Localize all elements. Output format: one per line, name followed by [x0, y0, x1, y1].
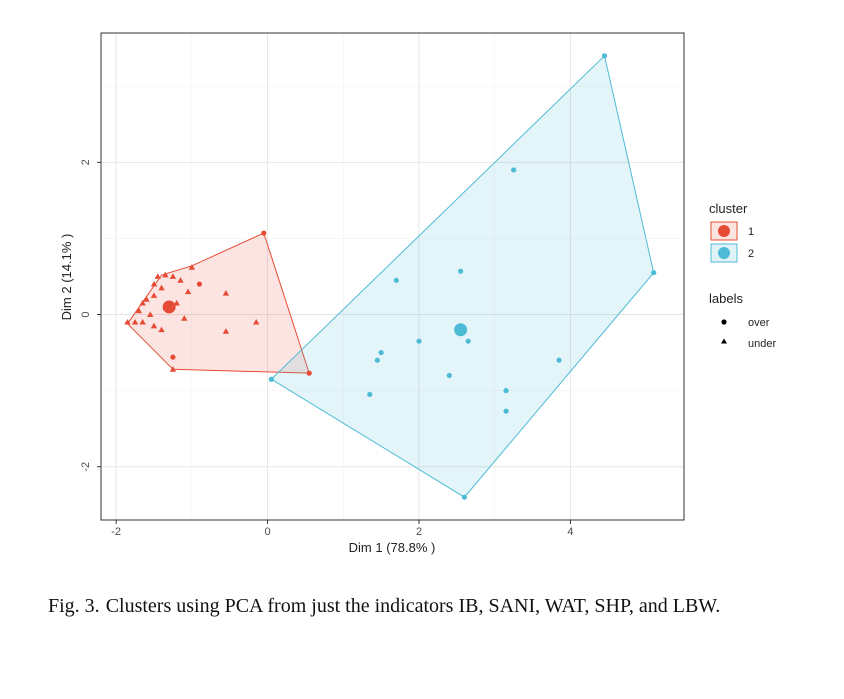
point-cluster-2-over [378, 349, 384, 356]
point-cluster-1-over [196, 281, 203, 287]
centroid-cluster-1 [162, 300, 176, 314]
y-tick-label: -2 [80, 462, 92, 472]
legend-cluster-1: 1 [710, 221, 754, 241]
point-cluster-1-under [222, 328, 230, 334]
legend-label-cluster-2: 2 [748, 248, 754, 260]
plot-border [100, 32, 685, 521]
caption-text: Clusters using PCA from just the indicat… [105, 595, 721, 617]
point-cluster-1-under [139, 299, 146, 306]
axis-ticks: -2 0 2 4 -2 0 2 [80, 159, 573, 538]
point-cluster-2-over [268, 376, 274, 382]
figure-caption: Fig. 3. Clusters using PCA from just the … [48, 594, 808, 619]
point-cluster-2-over [556, 357, 562, 363]
point-cluster-1-under [150, 280, 158, 287]
legend-label-over: over [748, 317, 770, 329]
x-tick-label: 0 [265, 526, 271, 538]
legend-marker-cluster-2 [718, 247, 730, 259]
point-cluster-1-under [147, 311, 154, 317]
x-tick-label: -2 [111, 526, 121, 538]
legend-under-triangle-icon [721, 338, 727, 344]
point-cluster-2-over [458, 268, 464, 274]
point-cluster-2-over [503, 388, 509, 394]
legend-marker-cluster-1 [718, 225, 730, 237]
grid [101, 33, 684, 520]
legend: cluster 1 2 labels over under [709, 201, 776, 350]
x-axis-title: Dim 1 (78.8% ) [349, 540, 436, 555]
centroid-cluster-2 [454, 323, 468, 337]
point-cluster-1-under [124, 318, 131, 325]
point-cluster-2-over [511, 167, 517, 173]
point-cluster-1-under [181, 315, 188, 321]
point-cluster-2-over [465, 338, 471, 344]
point-cluster-1-under [188, 264, 196, 270]
y-axis-title: Dim 2 (14.1% ) [59, 234, 74, 321]
point-cluster-1-under [143, 296, 150, 302]
plot-panel [100, 32, 685, 521]
point-cluster-1-over [261, 230, 267, 236]
point-cluster-2-over [367, 391, 373, 398]
point-cluster-1-under [158, 326, 165, 333]
point-cluster-1-under [177, 277, 184, 283]
point-cluster-1-under [131, 318, 139, 325]
point-cluster-2-over [416, 338, 422, 344]
point-cluster-2-over [601, 53, 608, 59]
cluster-centroids [162, 300, 468, 337]
legend-label-cluster-1: 1 [748, 226, 754, 238]
y-tick-label: 2 [80, 159, 92, 165]
data-points [124, 53, 657, 500]
point-cluster-2-over [393, 277, 399, 283]
point-cluster-2-over [446, 372, 452, 379]
point-cluster-2-over [503, 408, 509, 414]
point-cluster-1-under [253, 318, 260, 325]
point-cluster-2-over [374, 357, 380, 363]
point-cluster-1-under [135, 307, 143, 314]
point-cluster-1-under [154, 273, 161, 279]
point-cluster-1-under [222, 290, 230, 296]
point-cluster-1-over [306, 370, 312, 376]
point-cluster-1-under [184, 288, 192, 295]
point-cluster-2-over [461, 494, 468, 500]
point-cluster-1-under [173, 299, 180, 306]
point-cluster-1-over [170, 354, 176, 360]
point-cluster-1-under [169, 273, 177, 279]
point-cluster-1-under [162, 271, 169, 278]
legend-cluster-title: cluster [709, 201, 748, 216]
legend-over-circle-icon [721, 319, 727, 325]
point-cluster-1-under [139, 318, 146, 325]
point-cluster-1-under [158, 284, 165, 291]
y-tick-label: 0 [80, 311, 92, 317]
legend-labels-title: labels [709, 291, 743, 306]
x-tick-label: 4 [567, 526, 573, 538]
point-cluster-1-under [150, 292, 158, 298]
point-cluster-1-under [169, 366, 177, 372]
legend-label-under: under [748, 338, 776, 350]
x-tick-label: 2 [416, 526, 422, 538]
figure-number: Fig. 3. [48, 595, 100, 617]
point-cluster-2-over [651, 270, 657, 276]
legend-cluster-2: 2 [710, 243, 754, 263]
point-cluster-1-under [150, 322, 158, 329]
